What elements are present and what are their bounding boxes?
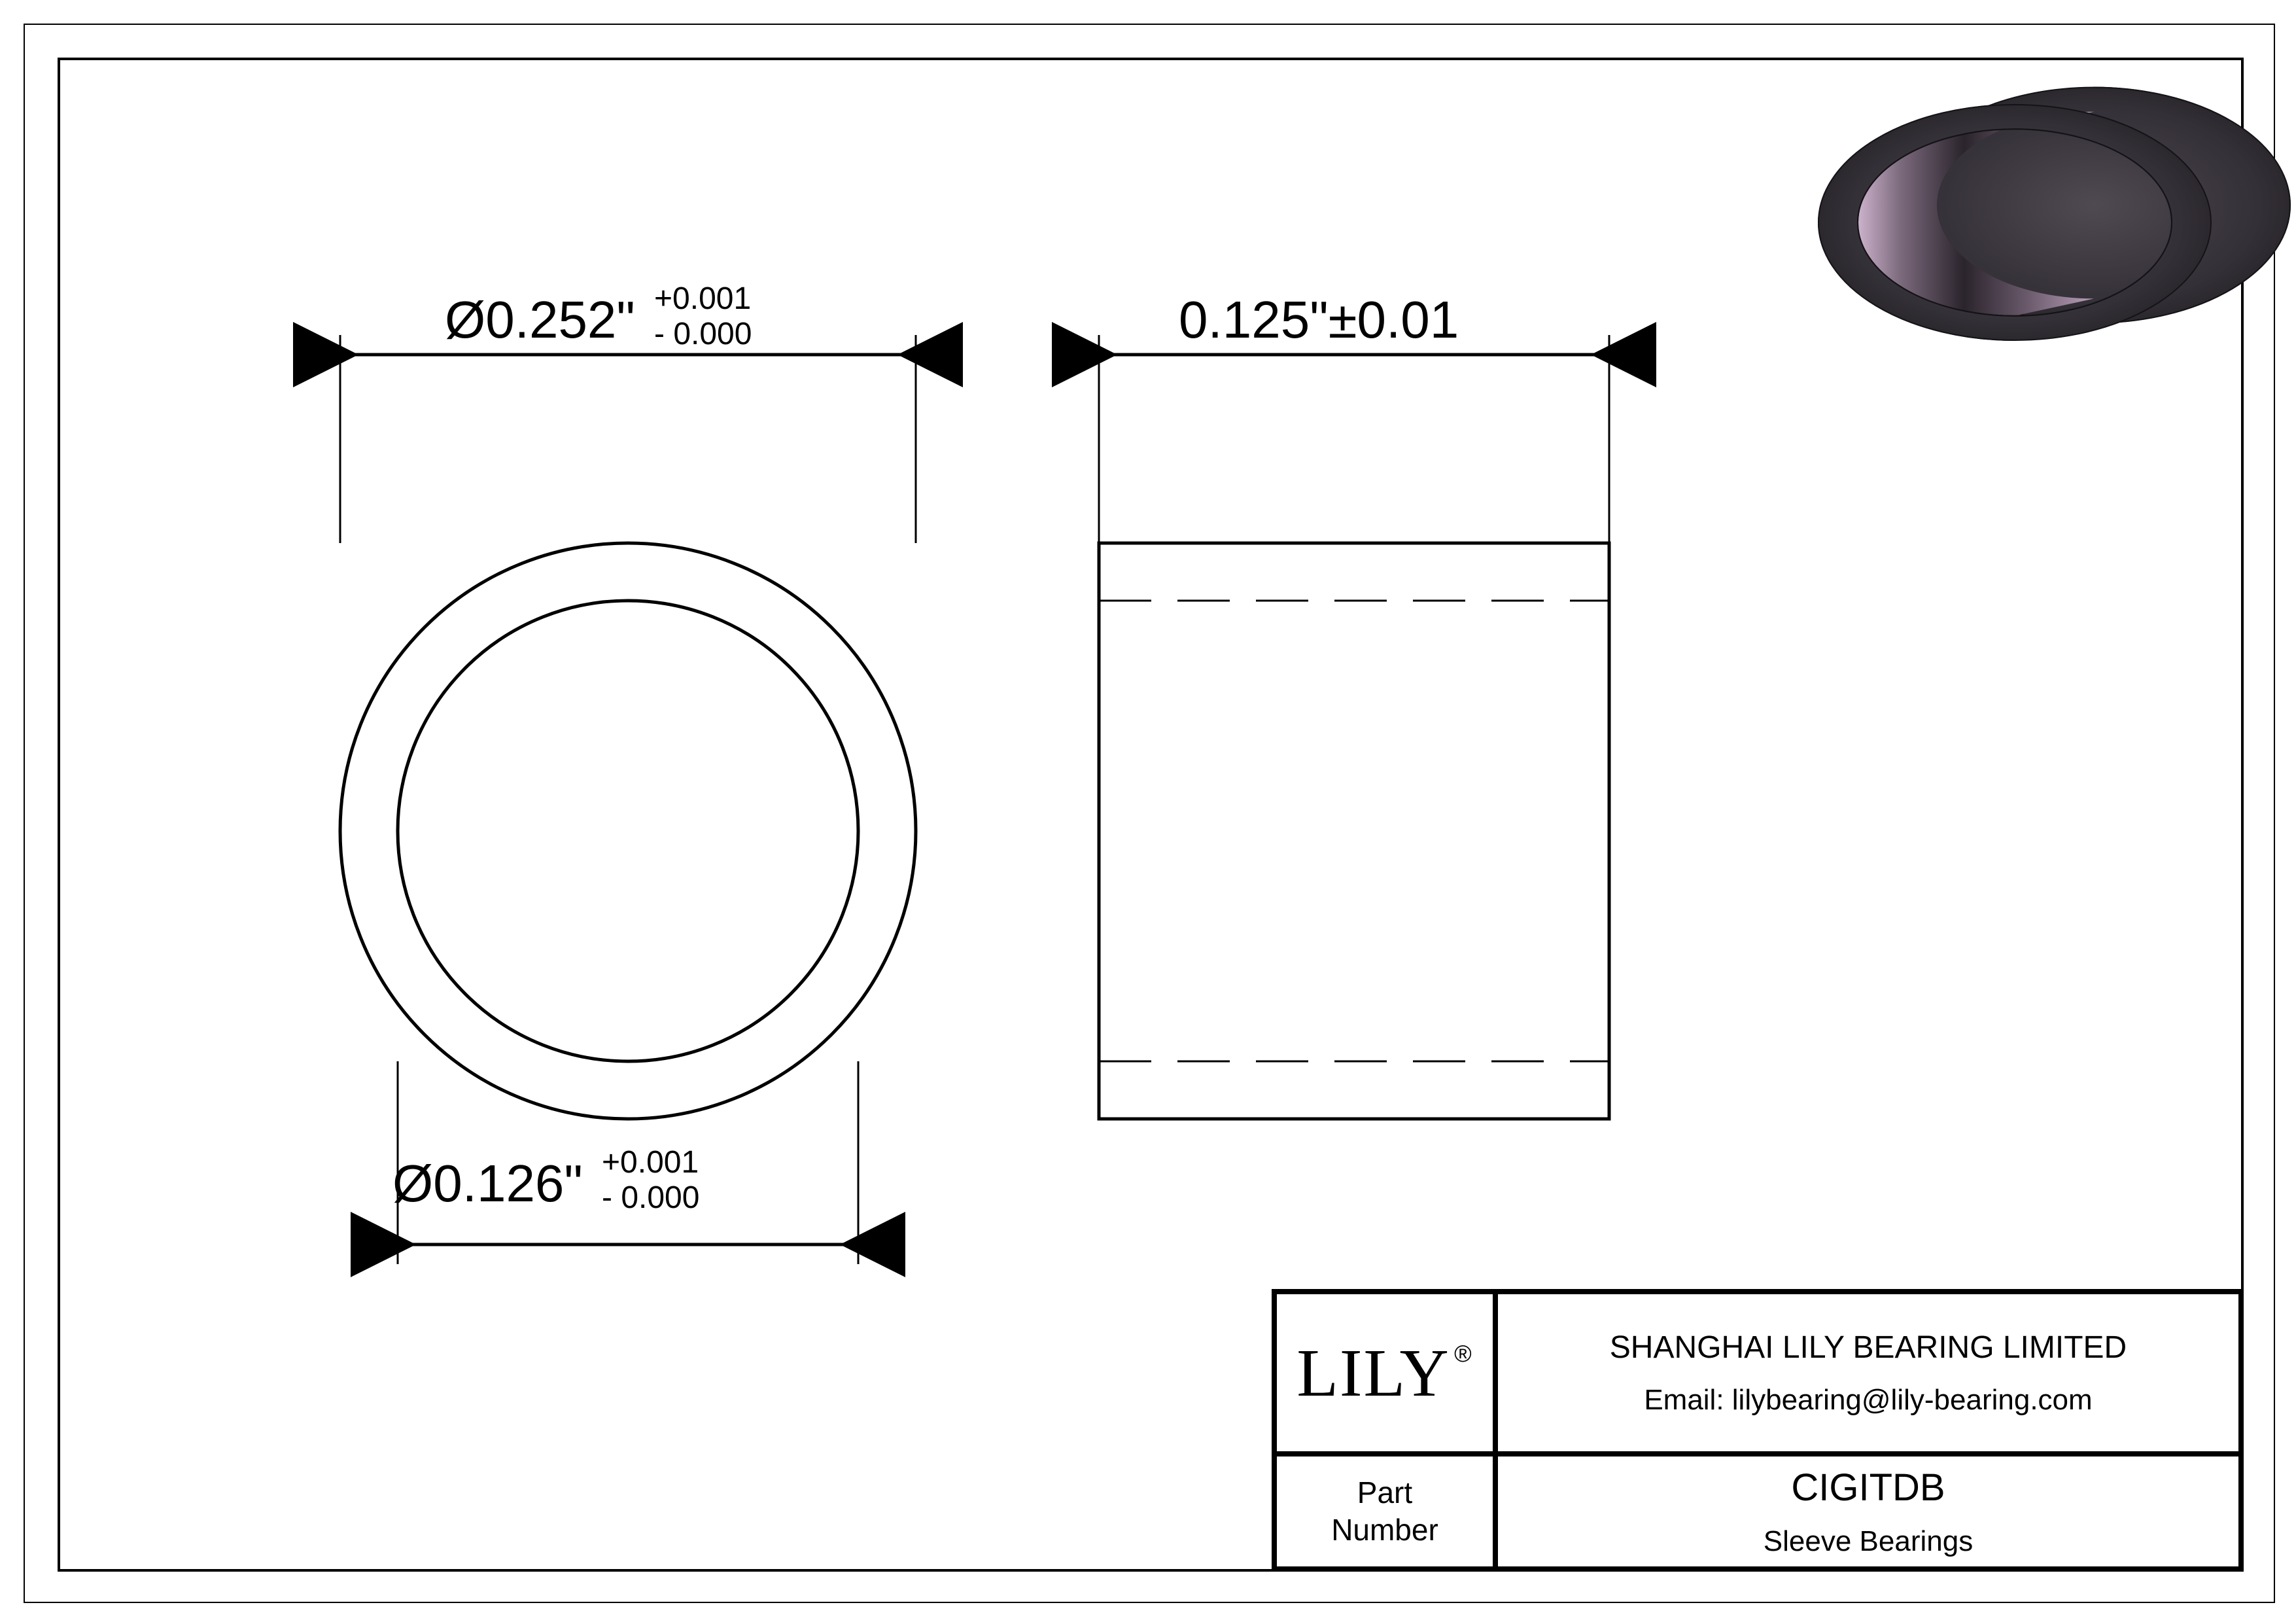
ring-front-view	[340, 543, 916, 1119]
dimension-od-tol-upper: +0.001	[654, 281, 751, 316]
ring-outer-circle	[340, 543, 916, 1119]
ring-inner-circle	[398, 601, 858, 1061]
title-block-part-label-cell: Part Number	[1274, 1454, 1495, 1569]
title-block-company-cell: SHANGHAI LILY BEARING LIMITED Email: lil…	[1495, 1292, 2241, 1454]
dimension-id-tol-upper: +0.001	[602, 1145, 699, 1180]
title-block-logo-cell: LILY ®	[1274, 1292, 1495, 1454]
dimension-od-tol-lower: - 0.000	[654, 317, 752, 351]
part-number-label-line2: Number	[1331, 1511, 1438, 1549]
company-name: SHANGHAI LILY BEARING LIMITED	[1610, 1330, 2127, 1366]
dimension-id-label: Ø0.126"	[392, 1154, 583, 1212]
bearing-3d-render	[1818, 88, 2290, 340]
part-description: Sleeve Bearings	[1764, 1525, 1973, 1558]
dimension-od-label: Ø0.252"	[445, 291, 635, 349]
part-number-label-line1: Part	[1331, 1474, 1438, 1512]
title-block-part-value-cell: CIGITDB Sleeve Bearings	[1495, 1454, 2241, 1569]
dimension-outer-diameter	[340, 335, 916, 543]
company-email: Email: lilybearing@lily-bearing.com	[1644, 1384, 2092, 1417]
dimension-length-label: 0.125"±0.01	[1179, 291, 1459, 349]
dimension-id-tol-lower: - 0.000	[602, 1180, 699, 1215]
title-block: LILY ® SHANGHAI LILY BEARING LIMITED Ema…	[1272, 1289, 2244, 1572]
part-number-value: CIGITDB	[1791, 1466, 1945, 1509]
side-view	[1099, 543, 1609, 1119]
dimension-length	[1099, 335, 1609, 543]
logo-text: LILY	[1296, 1335, 1450, 1411]
logo-registered-icon: ®	[1454, 1340, 1473, 1367]
page-root: Ø0.252" +0.001 - 0.000 Ø0.126" +0.001 - …	[0, 0, 2296, 1624]
